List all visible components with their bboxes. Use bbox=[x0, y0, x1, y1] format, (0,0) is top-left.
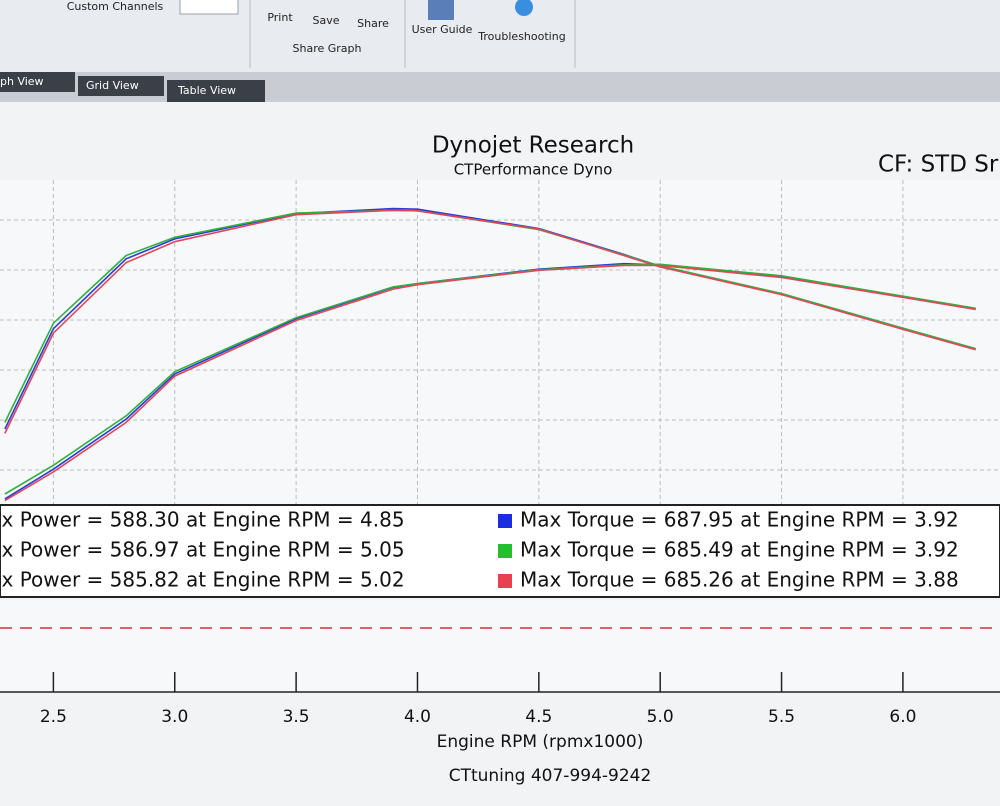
legend-text: Max Torque = 685.49 at Engine RPM = 3.92 bbox=[520, 538, 959, 562]
tab-label[interactable]: Grid View bbox=[86, 79, 139, 92]
horizontal-grid bbox=[0, 219, 1000, 471]
x-tick-label: 4.5 bbox=[525, 707, 552, 727]
legend-swatch bbox=[498, 574, 512, 588]
tab[interactable] bbox=[0, 72, 75, 92]
legend-text: Max Power = 585.82 at Engine RPM = 5.02 bbox=[0, 568, 405, 592]
ribbon bbox=[0, 0, 1000, 72]
marks bbox=[4, 180, 976, 505]
legend: Max Power = 588.30 at Engine RPM = 4.85 M… bbox=[0, 508, 959, 592]
user-guide-button[interactable]: User Guide bbox=[412, 23, 473, 36]
plot-area bbox=[0, 180, 1000, 505]
x-tick-label: 5.0 bbox=[647, 707, 674, 727]
tab[interactable] bbox=[167, 80, 265, 102]
legend-text: Max Torque = 685.26 at Engine RPM = 3.88 bbox=[520, 568, 959, 592]
troubleshooting-button[interactable]: Troubleshooting bbox=[477, 30, 565, 43]
print-button[interactable]: Print bbox=[267, 11, 293, 24]
legend-text: Max Torque = 687.95 at Engine RPM = 3.92 bbox=[520, 508, 959, 532]
save-button[interactable]: Save bbox=[312, 14, 339, 27]
x-tick-label: 2.5 bbox=[40, 707, 67, 727]
x-tick-label: 5.5 bbox=[768, 707, 795, 727]
x-axis: 2.5 3.0 3.5 4.0 4.5 5.0 5.5 6.0 bbox=[40, 672, 916, 727]
chart-title: Dynojet Research bbox=[432, 133, 634, 159]
help-icon bbox=[515, 0, 533, 16]
legend-swatch bbox=[498, 514, 512, 528]
tab-label[interactable]: Table View bbox=[177, 84, 236, 97]
user-guide-icon bbox=[428, 0, 454, 20]
units-dropdown[interactable] bbox=[179, 0, 239, 15]
dyno-curve bbox=[4, 263, 976, 495]
legend-text: Max Power = 588.30 at Engine RPM = 4.85 bbox=[0, 508, 405, 532]
share-button[interactable]: Share bbox=[357, 17, 389, 30]
chart-subtitle: CTPerformance Dyno bbox=[454, 161, 613, 179]
footer: CTtuning 407-994-9242 bbox=[449, 766, 652, 786]
tab[interactable] bbox=[78, 76, 164, 96]
x-tick-label: 3.0 bbox=[161, 707, 188, 727]
custom-channels-button[interactable]: Custom Channels bbox=[67, 0, 164, 13]
x-tick-label: 6.0 bbox=[889, 707, 916, 727]
group-label: Share Graph bbox=[293, 42, 362, 55]
dyno-curve bbox=[4, 209, 976, 434]
tab-label[interactable]: ph View bbox=[0, 75, 44, 88]
x-tick-label: 3.5 bbox=[283, 707, 310, 727]
legend-text: Max Power = 586.97 at Engine RPM = 5.05 bbox=[0, 538, 405, 562]
dyno-curve bbox=[4, 264, 976, 502]
lower-panel bbox=[0, 600, 1000, 692]
x-tick-label: 4.0 bbox=[404, 707, 431, 727]
x-axis-label: Engine RPM (rpmx1000) bbox=[437, 732, 644, 752]
correction-factor: CF: STD Sr bbox=[878, 152, 999, 178]
tab-bar bbox=[0, 72, 1000, 102]
legend-swatch bbox=[498, 544, 512, 558]
